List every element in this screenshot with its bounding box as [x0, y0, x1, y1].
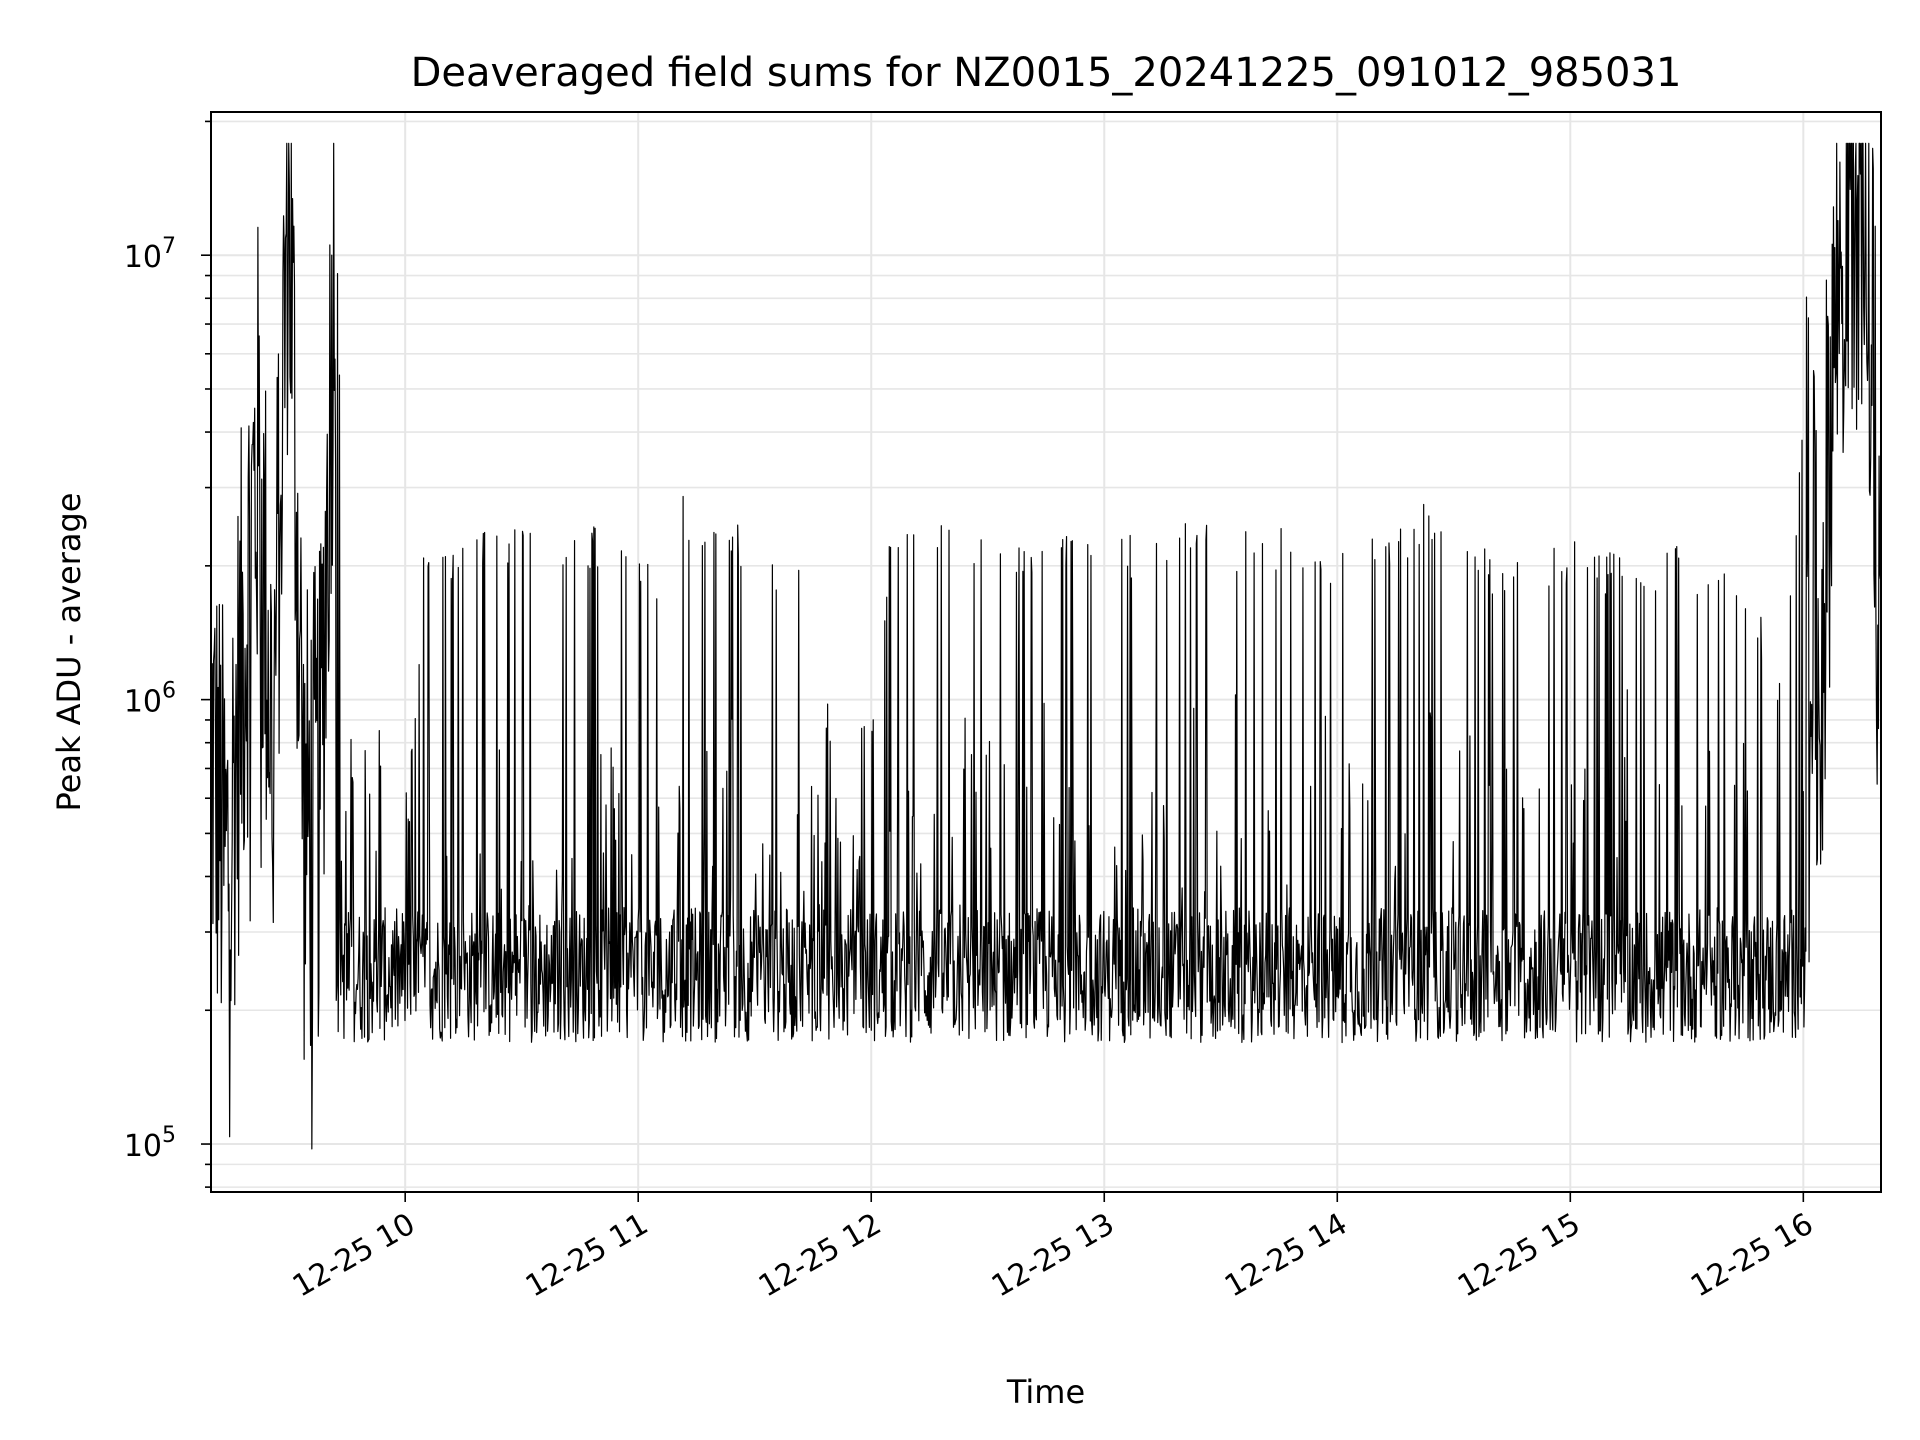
- series-line-path: [211, 142, 1881, 1150]
- y-axis-label: Peak ADU - average: [50, 493, 88, 812]
- chart-title: Deaveraged field sums for NZ0015_2024122…: [411, 50, 1682, 96]
- y-tick-label: 106: [124, 679, 176, 720]
- plot-area: [211, 142, 1881, 1150]
- y-tick-label: 105: [124, 1123, 176, 1164]
- y-tick-label: 107: [124, 234, 176, 275]
- grid-lines: [211, 112, 1881, 1192]
- x-axis-label: Time: [1006, 1373, 1085, 1411]
- plot-frame: [210, 111, 1882, 1193]
- series-line: [211, 142, 1881, 1150]
- y-axis: 105 106 107: [124, 120, 211, 1188]
